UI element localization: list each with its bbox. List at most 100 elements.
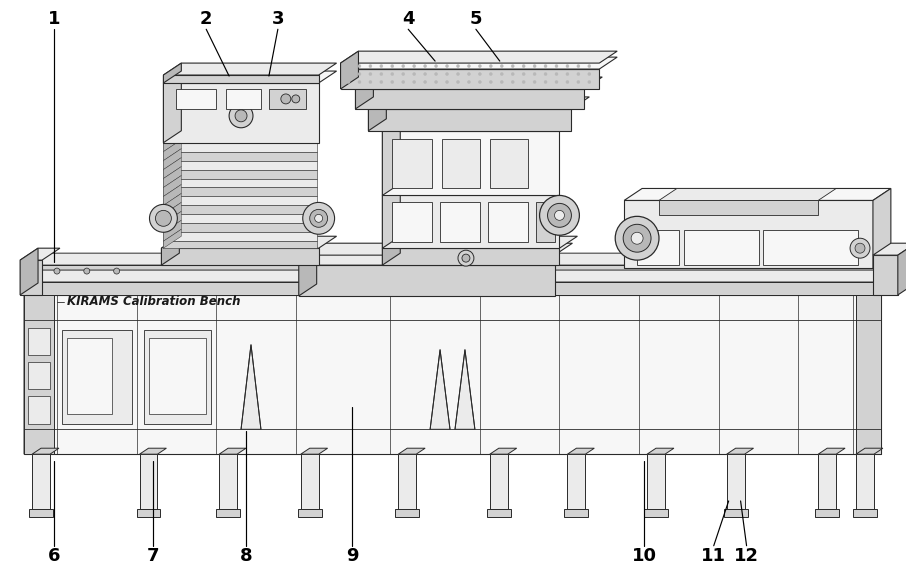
Circle shape xyxy=(511,65,514,67)
Circle shape xyxy=(390,73,394,75)
Polygon shape xyxy=(489,139,528,188)
Polygon shape xyxy=(624,200,873,268)
Polygon shape xyxy=(818,454,836,509)
Circle shape xyxy=(566,81,569,83)
Circle shape xyxy=(424,65,427,67)
Polygon shape xyxy=(20,260,42,295)
Polygon shape xyxy=(163,167,182,187)
Circle shape xyxy=(369,73,372,75)
Polygon shape xyxy=(340,51,359,89)
Polygon shape xyxy=(163,71,182,143)
Polygon shape xyxy=(216,509,240,517)
Circle shape xyxy=(446,73,449,75)
Circle shape xyxy=(457,73,459,75)
Polygon shape xyxy=(340,63,599,69)
Circle shape xyxy=(358,73,361,75)
Polygon shape xyxy=(659,188,836,200)
Polygon shape xyxy=(382,236,577,248)
Polygon shape xyxy=(392,202,432,242)
Circle shape xyxy=(302,202,334,234)
Circle shape xyxy=(577,81,580,83)
Polygon shape xyxy=(647,448,674,454)
Polygon shape xyxy=(163,131,182,152)
Circle shape xyxy=(281,94,291,104)
Polygon shape xyxy=(724,509,747,517)
Polygon shape xyxy=(369,109,571,131)
Circle shape xyxy=(623,224,651,252)
Circle shape xyxy=(358,81,361,83)
Circle shape xyxy=(413,73,416,75)
Polygon shape xyxy=(163,170,317,179)
Circle shape xyxy=(555,73,558,75)
Circle shape xyxy=(500,65,503,67)
Polygon shape xyxy=(340,69,599,89)
Circle shape xyxy=(522,73,525,75)
Circle shape xyxy=(413,81,416,83)
Text: 5: 5 xyxy=(469,10,482,29)
Polygon shape xyxy=(764,230,858,265)
Circle shape xyxy=(544,65,547,67)
Text: 10: 10 xyxy=(632,546,656,565)
Polygon shape xyxy=(25,282,881,295)
Polygon shape xyxy=(395,509,419,517)
Circle shape xyxy=(462,254,470,262)
Circle shape xyxy=(533,73,536,75)
Polygon shape xyxy=(873,255,898,295)
Text: 8: 8 xyxy=(240,546,252,565)
Circle shape xyxy=(855,243,865,253)
Polygon shape xyxy=(162,236,337,248)
Polygon shape xyxy=(176,89,216,109)
Polygon shape xyxy=(684,230,758,265)
Circle shape xyxy=(114,268,120,274)
Circle shape xyxy=(850,238,870,258)
Circle shape xyxy=(577,65,580,67)
Circle shape xyxy=(544,81,547,83)
Polygon shape xyxy=(241,345,261,429)
Circle shape xyxy=(566,73,569,75)
Polygon shape xyxy=(219,448,246,454)
Circle shape xyxy=(424,81,427,83)
Polygon shape xyxy=(163,148,182,170)
Circle shape xyxy=(489,81,492,83)
Polygon shape xyxy=(140,448,166,454)
Polygon shape xyxy=(382,119,400,195)
Text: 1: 1 xyxy=(48,10,60,29)
Polygon shape xyxy=(62,330,132,424)
Circle shape xyxy=(380,65,383,67)
Circle shape xyxy=(291,95,300,103)
Polygon shape xyxy=(163,179,317,187)
Polygon shape xyxy=(644,509,668,517)
Text: 3: 3 xyxy=(271,10,284,29)
Circle shape xyxy=(479,73,481,75)
Polygon shape xyxy=(898,243,908,295)
Polygon shape xyxy=(659,200,818,215)
Polygon shape xyxy=(163,184,182,206)
Polygon shape xyxy=(143,330,212,424)
Circle shape xyxy=(155,210,172,226)
Polygon shape xyxy=(163,175,182,196)
Circle shape xyxy=(533,81,536,83)
Polygon shape xyxy=(818,448,845,454)
Circle shape xyxy=(435,81,438,83)
Polygon shape xyxy=(637,230,679,265)
Polygon shape xyxy=(25,295,881,454)
Polygon shape xyxy=(340,57,617,69)
Circle shape xyxy=(511,73,514,75)
Circle shape xyxy=(150,204,177,232)
Polygon shape xyxy=(163,160,317,170)
Polygon shape xyxy=(382,183,400,248)
Polygon shape xyxy=(269,89,306,109)
Polygon shape xyxy=(163,196,317,206)
Polygon shape xyxy=(355,77,373,109)
Polygon shape xyxy=(399,448,425,454)
Circle shape xyxy=(446,65,449,67)
Polygon shape xyxy=(140,454,157,509)
Polygon shape xyxy=(28,361,50,389)
Circle shape xyxy=(347,73,350,75)
Circle shape xyxy=(479,65,481,67)
Polygon shape xyxy=(163,211,182,232)
Circle shape xyxy=(390,65,394,67)
Circle shape xyxy=(358,65,361,67)
Polygon shape xyxy=(163,143,317,152)
Circle shape xyxy=(315,214,322,222)
